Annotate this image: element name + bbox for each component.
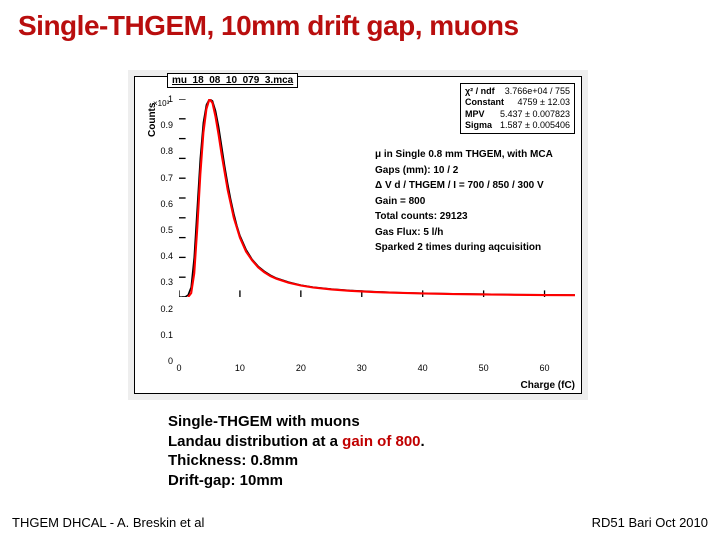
- y-ticks: 00.10.20.30.40.50.60.70.80.91: [135, 99, 175, 361]
- caption-line2: Landau distribution at a gain of 800.: [168, 432, 425, 452]
- y-tick-label: 0: [168, 356, 173, 366]
- caption-line3: Thickness: 0.8mm: [168, 451, 425, 471]
- y-tick-label: 0.7: [160, 173, 173, 183]
- footer-right: RD51 Bari Oct 2010: [592, 515, 708, 530]
- x-tick-label: 50: [479, 363, 489, 373]
- caption-gain: gain of 800: [342, 433, 420, 450]
- stat-chi2-val: 3.766e+04 / 755: [505, 86, 570, 97]
- y-tick-label: 0.9: [160, 120, 173, 130]
- x-tick-label: 20: [296, 363, 306, 373]
- y-tick-label: 0.2: [160, 304, 173, 314]
- x-ticks: 0 10 20 30 40 50 60: [179, 363, 575, 375]
- plot-svg: [179, 99, 575, 297]
- x-tick-label: 0: [176, 363, 181, 373]
- y-tick-label: 0.8: [160, 146, 173, 156]
- caption-line4: Drift-gap: 10mm: [168, 471, 425, 491]
- y-tick-label: 0.5: [160, 225, 173, 235]
- chart-box: mu_18_08_10_079_3.mca χ² / ndf 3.766e+04 …: [134, 76, 582, 394]
- x-tick-label: 30: [357, 363, 367, 373]
- y-tick-label: 0.1: [160, 330, 173, 340]
- y-tick-label: 0.4: [160, 251, 173, 261]
- x-tick-label: 40: [418, 363, 428, 373]
- caption-line1: Single-THGEM with muons: [168, 412, 425, 432]
- chart-outer-frame: mu_18_08_10_079_3.mca χ² / ndf 3.766e+04 …: [128, 70, 588, 400]
- x-tick-label: 60: [540, 363, 550, 373]
- slide-title: Single-THGEM, 10mm drift gap, muons: [0, 0, 720, 46]
- footer-left: THGEM DHCAL - A. Breskin et al: [12, 515, 204, 530]
- caption: Single-THGEM with muons Landau distribut…: [168, 412, 425, 490]
- x-axis-label: Charge (fC): [521, 380, 575, 391]
- y-tick-label: 1: [168, 94, 173, 104]
- dataset-label: mu_18_08_10_079_3.mca: [167, 73, 298, 88]
- y-tick-label: 0.6: [160, 199, 173, 209]
- stat-chi2-label: χ² / ndf: [465, 86, 495, 97]
- y-tick-label: 0.3: [160, 277, 173, 287]
- x-tick-label: 10: [235, 363, 245, 373]
